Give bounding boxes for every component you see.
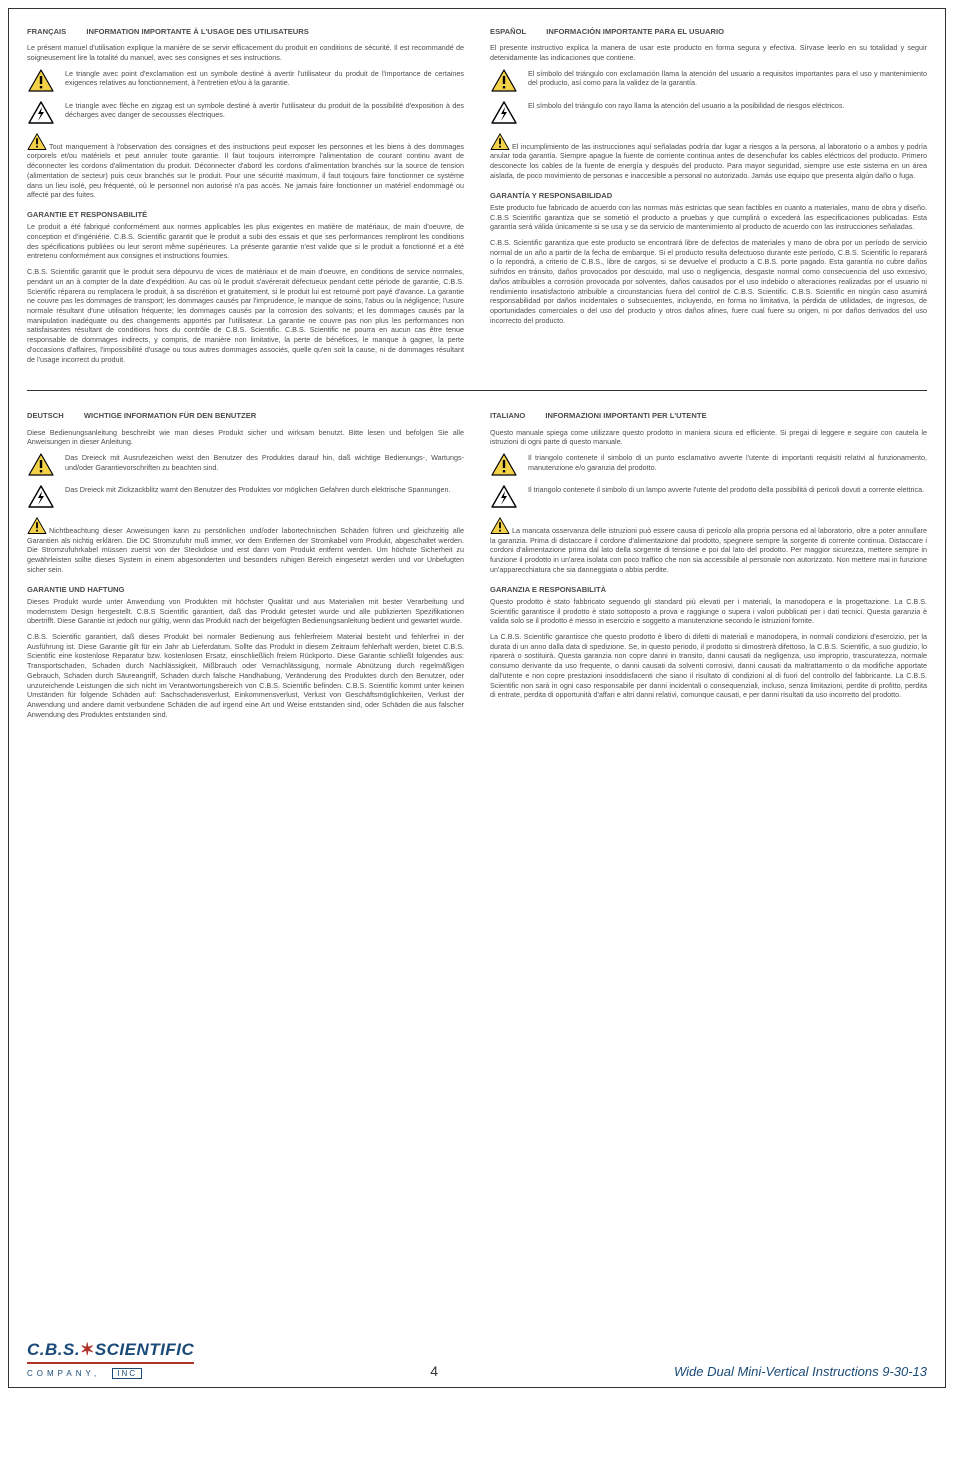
col-es: ESPAÑOL INFORMACIÓN IMPORTANTE PARA EL U… <box>490 27 927 370</box>
es-warn1-row: El símbolo del triángulo con exclamación… <box>490 69 927 93</box>
fr-warn3-block: Tout manquement à l'observation des cons… <box>27 133 464 200</box>
shock-icon <box>27 101 55 125</box>
fr-g2: C.B.S. Scientific garantit que le produi… <box>27 267 464 364</box>
it-subhead: GARANZIA E RESPONSABILITÀ <box>490 585 927 595</box>
page-frame: FRANÇAIS INFORMATION IMPORTANTE À L'USAG… <box>8 8 946 1388</box>
de-g2: C.B.S. Scientific garantiert, daß dieses… <box>27 632 464 719</box>
warning-icon <box>490 133 510 151</box>
logo-main: C.B.S.✶SCIENTIFIC <box>27 1340 194 1360</box>
it-warn2: Il triangolo contenete il simbolo di un … <box>528 485 927 495</box>
it-warn1: Il triangolo contenete il simbolo di un … <box>528 453 927 472</box>
col-it: ITALIANO INFORMAZIONI IMPORTANTI PER L'U… <box>490 411 927 725</box>
logo-rule <box>27 1362 194 1364</box>
de-intro: Diese Bedienungsanleitung beschreibt wie… <box>27 428 464 447</box>
es-subhead: GARANTÍA Y RESPONSABILIDAD <box>490 191 927 201</box>
de-subhead: GARANTIE UND HAFTUNG <box>27 585 464 595</box>
es-intro: El presente instructivo explica la maner… <box>490 43 927 62</box>
de-heading: DEUTSCH WICHTIGE INFORMATION FÜR DEN BEN… <box>27 411 464 421</box>
fr-warn2: Le triangle avec flèche en zigzag est un… <box>65 101 464 120</box>
de-g1: Dieses Produkt wurde unter Anwendung von… <box>27 597 464 626</box>
logo-sub-a: COMPANY, <box>27 1369 100 1378</box>
fr-heading: FRANÇAIS INFORMATION IMPORTANTE À L'USAG… <box>27 27 464 37</box>
de-warn2: Das Dreieck mit Zickzackblitz warnt den … <box>65 485 464 495</box>
logo: C.B.S.✶SCIENTIFIC COMPANY, INC <box>27 1340 194 1379</box>
logo-sub-b: INC <box>112 1368 142 1379</box>
warning-icon <box>490 69 518 93</box>
row-top: FRANÇAIS INFORMATION IMPORTANTE À L'USAG… <box>27 27 927 370</box>
fr-warn1: Le triangle avec point d'exclamation est… <box>65 69 464 88</box>
fr-title: INFORMATION IMPORTANTE À L'USAGE DES UTI… <box>86 27 308 36</box>
de-title: WICHTIGE INFORMATION FÜR DEN BENUTZER <box>84 411 256 420</box>
logo-text-b: SCIENTIFIC <box>95 1340 194 1359</box>
shock-icon <box>490 101 518 125</box>
warning-icon <box>27 69 55 93</box>
col-fr: FRANÇAIS INFORMATION IMPORTANTE À L'USAG… <box>27 27 464 370</box>
es-g2: C.B.S. Scientific garantiza que este pro… <box>490 238 927 325</box>
fr-lang: FRANÇAIS <box>27 27 66 36</box>
warning-icon <box>27 517 47 535</box>
de-warn1-row: Das Dreieck mit Ausrufezeichen weist den… <box>27 453 464 477</box>
fr-g1: Le produit a été fabriqué conformément a… <box>27 222 464 261</box>
es-heading: ESPAÑOL INFORMACIÓN IMPORTANTE PARA EL U… <box>490 27 927 37</box>
it-g2: La C.B.S. Scientific garantisce che ques… <box>490 632 927 700</box>
it-heading: ITALIANO INFORMAZIONI IMPORTANTI PER L'U… <box>490 411 927 421</box>
es-warn2-row: El símbolo del triángulo con rayo llama … <box>490 101 927 125</box>
logo-star-icon: ✶ <box>80 1340 95 1359</box>
warning-icon <box>490 517 510 535</box>
fr-warn2-row: Le triangle avec flèche en zigzag est un… <box>27 101 464 125</box>
it-warn3-block: La mancata osservanza delle istruzioni p… <box>490 517 927 575</box>
es-title: INFORMACIÓN IMPORTANTE PARA EL USUARIO <box>546 27 724 36</box>
separator <box>27 390 927 391</box>
page-number: 4 <box>430 1363 438 1379</box>
fr-warn1-row: Le triangle avec point d'exclamation est… <box>27 69 464 93</box>
it-warn2-row: Il triangolo contenete il simbolo di un … <box>490 485 927 509</box>
it-lang: ITALIANO <box>490 411 525 420</box>
footer: C.B.S.✶SCIENTIFIC COMPANY, INC 4 Wide Du… <box>27 1340 927 1379</box>
shock-icon <box>27 485 55 509</box>
content: FRANÇAIS INFORMATION IMPORTANTE À L'USAG… <box>27 27 927 1328</box>
fr-warn3: Tout manquement à l'observation des cons… <box>27 142 464 200</box>
de-lang: DEUTSCH <box>27 411 64 420</box>
shock-icon <box>490 485 518 509</box>
warning-icon <box>27 133 47 151</box>
fr-subhead: GARANTIE ET RESPONSABILITÉ <box>27 210 464 220</box>
de-warn3: Nichtbeachtung dieser Anweisungen kann z… <box>27 526 464 574</box>
doc-title: Wide Dual Mini-Vertical Instructions 9-3… <box>674 1364 927 1379</box>
es-lang: ESPAÑOL <box>490 27 526 36</box>
it-intro: Questo manuale spiega come utilizzare qu… <box>490 428 927 447</box>
col-de: DEUTSCH WICHTIGE INFORMATION FÜR DEN BEN… <box>27 411 464 725</box>
logo-sub: COMPANY, INC <box>27 1368 194 1379</box>
it-warn3: La mancata osservanza delle istruzioni p… <box>490 526 927 574</box>
warning-icon <box>27 453 55 477</box>
it-warn1-row: Il triangolo contenete il simbolo di un … <box>490 453 927 477</box>
de-warn1: Das Dreieck mit Ausrufezeichen weist den… <box>65 453 464 472</box>
es-warn3-block: El incumplimiento de las instrucciones a… <box>490 133 927 181</box>
es-g1: Este producto fue fabricado de acuerdo c… <box>490 203 927 232</box>
it-g1: Questo prodotto è stato fabbricato segue… <box>490 597 927 626</box>
es-warn1: El símbolo del triángulo con exclamación… <box>528 69 927 88</box>
de-warn2-row: Das Dreieck mit Zickzackblitz warnt den … <box>27 485 464 509</box>
row-bottom: DEUTSCH WICHTIGE INFORMATION FÜR DEN BEN… <box>27 411 927 725</box>
logo-text-a: C.B.S. <box>27 1340 80 1359</box>
fr-intro: Le présent manuel d'utilisation explique… <box>27 43 464 62</box>
es-warn2: El símbolo del triángulo con rayo llama … <box>528 101 927 111</box>
de-warn3-block: Nichtbeachtung dieser Anweisungen kann z… <box>27 517 464 575</box>
it-title: INFORMAZIONI IMPORTANTI PER L'UTENTE <box>545 411 706 420</box>
warning-icon <box>490 453 518 477</box>
es-warn3: El incumplimiento de las instrucciones a… <box>490 142 927 180</box>
